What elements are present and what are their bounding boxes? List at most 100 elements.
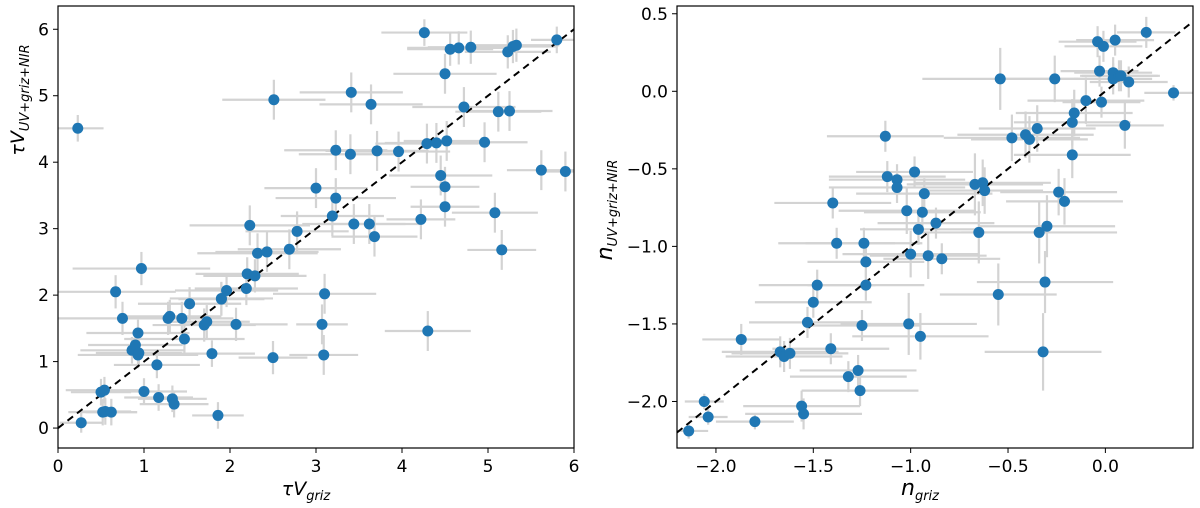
- right-data-point: [912, 223, 924, 235]
- right-data-point: [1140, 26, 1152, 38]
- left-x-ticks: 0 1 2 3 4 5 6: [53, 448, 580, 477]
- right-y-tick-label: −2.0: [627, 392, 668, 412]
- left-data-point: [268, 94, 280, 106]
- left-data-point: [330, 192, 342, 204]
- right-data-point: [1049, 73, 1061, 85]
- left-data-point: [110, 286, 122, 298]
- left-x-tick-label: 2: [225, 457, 236, 477]
- left-data-point: [439, 181, 451, 193]
- left-data-point: [291, 225, 303, 237]
- left-data-point: [105, 406, 117, 418]
- right-data-point: [702, 411, 714, 423]
- right-data-point: [1039, 276, 1051, 288]
- left-data-point: [72, 122, 84, 134]
- right-data-point: [1023, 133, 1035, 145]
- left-data-point: [153, 391, 165, 403]
- left-x-tick-label: 5: [483, 457, 494, 477]
- right-data-point: [914, 330, 926, 342]
- right-data-point: [1041, 220, 1053, 232]
- left-data-point: [458, 101, 470, 113]
- left-data-point: [535, 164, 547, 176]
- right-data-point: [916, 206, 928, 218]
- left-data-point: [164, 310, 176, 322]
- left-data-point: [510, 39, 522, 51]
- left-data-point: [559, 166, 571, 178]
- left-data-point: [184, 298, 196, 310]
- right-data-point: [922, 250, 934, 262]
- right-x-tick-label: −1.0: [890, 457, 931, 477]
- left-y-axis-label: τVUV+griz+NIR: [7, 44, 33, 155]
- left-data-point: [178, 333, 190, 345]
- left-data-point: [421, 138, 433, 150]
- right-data-point: [992, 288, 1004, 300]
- left-data-point: [221, 284, 233, 296]
- left-identity-line: [57, 28, 575, 429]
- right-data-point: [1068, 107, 1080, 119]
- right-data-point: [749, 416, 761, 428]
- left-data-point: [489, 207, 501, 219]
- left-x-tick-label: 6: [569, 457, 580, 477]
- left-data-point: [365, 98, 377, 110]
- right-data-point: [891, 174, 903, 186]
- right-data-point: [801, 316, 813, 328]
- left-data-point: [496, 244, 508, 256]
- right-x-tick-label: −0.5: [987, 457, 1028, 477]
- left-data-point: [344, 148, 356, 160]
- left-data-point: [244, 219, 256, 231]
- left-data-point: [98, 384, 110, 396]
- left-data-point: [492, 106, 504, 118]
- left-x-tick-label: 3: [311, 457, 322, 477]
- left-data-point: [151, 359, 163, 371]
- left-data-point: [230, 318, 242, 330]
- right-data-point: [798, 408, 810, 420]
- right-x-tick-label: 0.0: [1092, 457, 1119, 477]
- left-x-axis-label: τVgriz: [282, 478, 332, 504]
- right-x-axis-label: ngriz: [901, 476, 940, 504]
- left-data-point: [316, 318, 328, 330]
- left-data-point: [444, 43, 456, 55]
- right-data-point: [1031, 123, 1043, 135]
- right-data-point: [807, 296, 819, 308]
- left-data-point: [415, 213, 427, 225]
- left-x-tick-label: 1: [139, 457, 150, 477]
- left-data-point: [479, 136, 491, 148]
- right-data-point: [831, 237, 843, 249]
- left-data-point: [206, 348, 218, 360]
- left-data-point: [168, 398, 180, 410]
- left-data-point: [551, 34, 563, 46]
- right-data-point: [901, 205, 913, 217]
- right-axes-frame: [676, 5, 1194, 449]
- left-x-tick-label: 0: [53, 457, 64, 477]
- right-data-point: [1080, 95, 1092, 107]
- left-y-tick-label: 3: [38, 220, 49, 240]
- left-x-tick-label: 4: [397, 457, 408, 477]
- left-data-point: [133, 347, 145, 359]
- right-x-tick-label: −1.5: [793, 457, 834, 477]
- right-data-point: [936, 253, 948, 265]
- right-data-point: [918, 188, 930, 200]
- right-data-point: [825, 343, 837, 355]
- left-data-point: [465, 41, 477, 53]
- right-y-tick-label: −1.5: [627, 315, 668, 335]
- left-axes-frame: [57, 5, 575, 449]
- left-errorbars: [58, 19, 574, 433]
- right-data-point: [842, 371, 854, 383]
- left-data-point: [135, 263, 147, 275]
- right-data-point: [1094, 65, 1106, 77]
- left-data-point: [117, 312, 128, 324]
- right-data-point: [973, 226, 985, 238]
- right-data-point: [1119, 119, 1131, 131]
- right-data-point: [854, 385, 866, 397]
- left-data-point: [441, 135, 453, 147]
- left-data-point: [363, 218, 375, 230]
- left-data-point: [371, 145, 383, 157]
- left-data-point: [435, 169, 447, 181]
- right-data-point: [979, 185, 991, 197]
- left-y-tick-label: 6: [38, 20, 49, 40]
- left-data-point: [430, 137, 442, 149]
- left-scatter-panel: 0 1 2 3 4 5 6 0 1 2 3 4 5 6 τVgriz τVUV+griz+NIR: [7, 5, 580, 504]
- right-data-point: [909, 166, 921, 178]
- right-data-point: [1115, 70, 1127, 82]
- left-data-point: [318, 349, 330, 361]
